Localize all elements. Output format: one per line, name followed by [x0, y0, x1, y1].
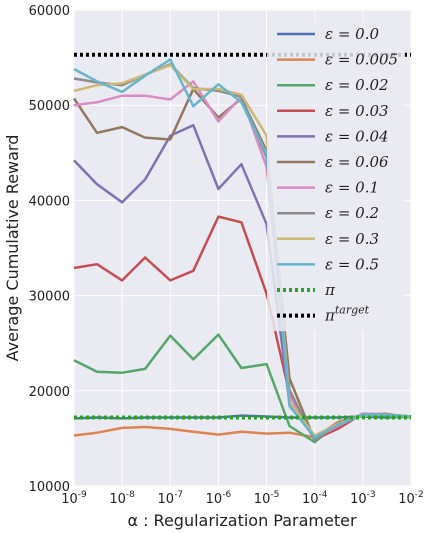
y-tick-label: 20000: [29, 385, 70, 400]
y-tick-label: 10000: [29, 480, 70, 495]
x-tick-exponent: -8: [126, 490, 135, 500]
legend-label: ε = 0.005: [325, 51, 398, 69]
legend-label-main: ε = 0.02: [325, 76, 389, 94]
legend-label-main: π: [324, 307, 336, 325]
legend-label: ε = 0.1: [325, 179, 379, 197]
legend-label-main: ε = 0.03: [325, 102, 389, 120]
x-tick-exponent: -4: [318, 490, 327, 500]
x-tick-label: 10-4: [302, 490, 328, 507]
y-tick-label: 30000: [29, 290, 70, 305]
x-tick-exponent: -9: [78, 490, 87, 500]
legend-label: π: [324, 281, 336, 299]
legend-label: ε = 0.04: [325, 127, 389, 145]
legend-label-sup: target: [335, 304, 370, 317]
x-tick-base: 10: [61, 492, 78, 507]
x-tick-label: 10-7: [158, 490, 184, 507]
x-tick-label: 10-8: [109, 490, 135, 507]
x-tick-base: 10: [254, 492, 271, 507]
x-axis-label: α : Regularization Parameter: [127, 511, 357, 530]
series-line-9: [73, 58, 412, 439]
x-tick-base: 10: [398, 492, 415, 507]
x-tick-exponent: -2: [415, 490, 424, 500]
x-tick-label: 10-5: [254, 490, 280, 507]
legend-label: ε = 0.2: [325, 204, 379, 222]
x-tick-label: 10-3: [350, 490, 376, 507]
x-tick-base: 10: [109, 492, 126, 507]
legend-label-main: ε = 0.005: [325, 51, 398, 69]
legend-label: ε = 0.5: [325, 255, 379, 273]
x-tick-base: 10: [206, 492, 223, 507]
legend-label: ε = 0.0: [325, 25, 379, 43]
x-tick-label: 10-6: [206, 490, 232, 507]
x-tick-exponent: -7: [174, 490, 183, 500]
x-tick-base: 10: [302, 492, 319, 507]
legend-label-main: ε = 0.5: [325, 255, 379, 273]
legend-label-main: ε = 0.3: [325, 230, 379, 248]
x-tick-exponent: -5: [270, 490, 279, 500]
y-tick-label: 40000: [29, 194, 70, 209]
legend-box: [267, 18, 405, 332]
x-tick-base: 10: [158, 492, 175, 507]
grid: [73, 9, 412, 487]
y-tick-label: 50000: [29, 99, 70, 114]
legend-label-main: ε = 0.06: [325, 153, 389, 171]
legend-label: πtarget: [324, 304, 370, 325]
x-tick-label: 10-9: [61, 490, 87, 507]
y-tick-label: 60000: [29, 4, 70, 19]
legend-label: ε = 0.03: [325, 102, 389, 120]
legend-label-main: ε = 0.0: [325, 25, 379, 43]
legend-label: ε = 0.06: [325, 153, 389, 171]
legend: ε = 0.0 ε = 0.005 ε = 0.02 ε = 0.03 ε = 0.04…: [267, 18, 405, 332]
x-tick-base: 10: [350, 492, 367, 507]
x-tick-exponent: -3: [367, 490, 376, 500]
legend-label-main: ε = 0.04: [325, 127, 389, 145]
legend-label-main: ε = 0.1: [325, 179, 379, 197]
y-axis-label: Average Cumulative Reward: [3, 135, 22, 362]
legend-label-main: π: [324, 281, 336, 299]
series-group: [72, 52, 412, 444]
legend-label-main: ε = 0.2: [325, 204, 379, 222]
legend-label: ε = 0.02: [325, 76, 389, 94]
x-tick-exponent: -6: [222, 490, 231, 500]
legend-label: ε = 0.3: [325, 230, 379, 248]
x-tick-label: 10-2: [398, 490, 424, 507]
